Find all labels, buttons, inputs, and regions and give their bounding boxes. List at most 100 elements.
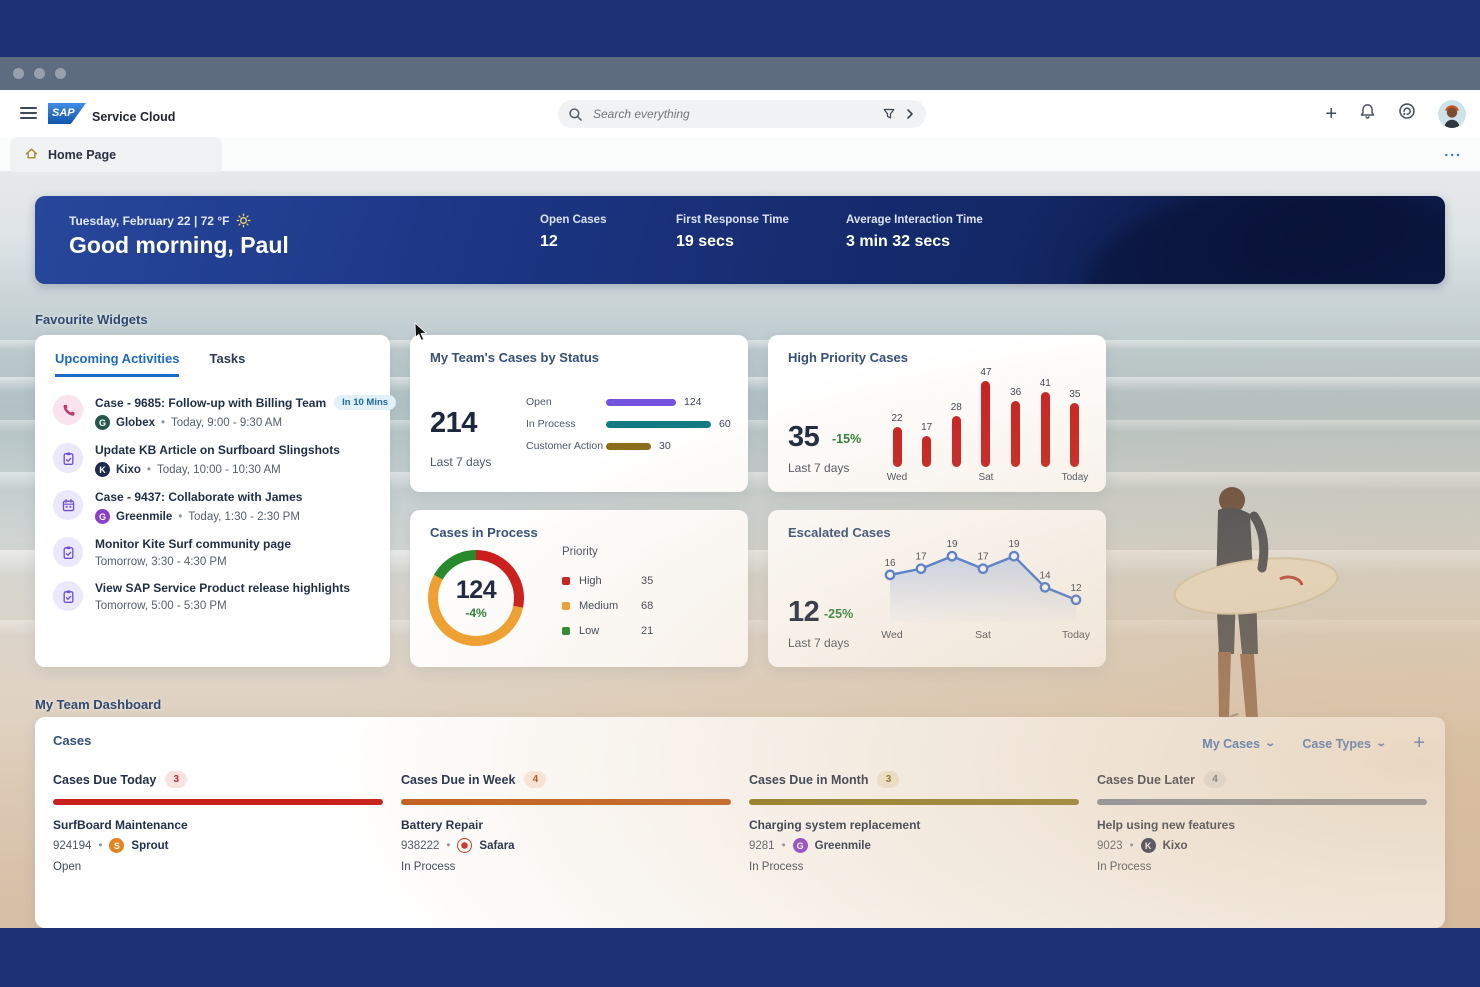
count-badge: 3 xyxy=(165,771,188,788)
total-cases-value: 214 xyxy=(430,407,477,439)
case-name[interactable]: Battery Repair xyxy=(401,818,484,832)
sun-icon xyxy=(236,213,251,228)
high-priority-cases-card: High Priority Cases 35 -15% Last 7 days … xyxy=(768,335,1106,492)
window-close-dot[interactable] xyxy=(13,68,24,79)
svg-text:Today: Today xyxy=(1062,629,1091,641)
column-due-today: Cases Due Today 3 SurfBoard Maintenance 9… xyxy=(53,771,383,873)
count-badge: 3 xyxy=(877,771,900,788)
activity-item[interactable]: View SAP Service Product release highlig… xyxy=(53,581,376,612)
mouse-cursor xyxy=(414,322,427,341)
period-label: Last 7 days xyxy=(788,461,850,475)
browser-titlebar xyxy=(0,0,1480,57)
bar-5: 41 xyxy=(1032,378,1058,485)
separator: • xyxy=(1129,839,1134,852)
activity-item[interactable]: Case - 9685: Follow-up with Billing Team… xyxy=(53,395,397,430)
case-name[interactable]: SurfBoard Maintenance xyxy=(53,818,188,832)
banner-date: Tuesday, February 22 | 72 °F xyxy=(69,213,251,228)
separator: • xyxy=(781,839,786,852)
count-badge: 4 xyxy=(524,771,547,788)
due-later-bar xyxy=(1097,799,1427,805)
case-id: 9281 xyxy=(749,839,775,852)
svg-text:16: 16 xyxy=(884,558,896,569)
due-soon-badge: In 10 Mins xyxy=(334,395,397,410)
org-name: Globex xyxy=(116,416,155,429)
sap-logo[interactable]: SAP xyxy=(48,103,86,124)
case-id: 9023 xyxy=(1097,839,1123,852)
search-bar[interactable] xyxy=(558,100,926,128)
clipboard-icon xyxy=(53,537,83,567)
status-row: Customer Action 30 xyxy=(526,440,671,452)
separator: • xyxy=(160,416,166,429)
tab-overflow-icon[interactable]: ... xyxy=(1444,143,1462,159)
add-case-icon[interactable]: + xyxy=(1413,732,1425,754)
separator: • xyxy=(446,839,451,852)
surfer-photo xyxy=(1173,487,1339,744)
widget-title: Escalated Cases xyxy=(788,525,891,540)
cases-controls: My Cases ⌄ Case Types ⌄ + xyxy=(1202,732,1425,755)
cases-by-status-card: My Team's Cases by Status 214 Last 7 day… xyxy=(410,335,748,492)
svg-text:Sat: Sat xyxy=(975,629,991,641)
due-today-bar xyxy=(53,799,383,805)
clipboard-icon xyxy=(53,581,83,611)
copilot-icon[interactable] xyxy=(1398,102,1416,125)
tab-bar: Home Page ... xyxy=(0,137,1480,172)
phone-icon xyxy=(53,395,83,425)
product-name: Service Cloud xyxy=(92,110,176,124)
chevron-down-icon: ⌄ xyxy=(1264,738,1277,749)
priority-donut-chart: 124 -4% xyxy=(428,550,524,646)
activity-time: Today, 1:30 - 2:30 PM xyxy=(188,510,300,523)
activity-title: Monitor Kite Surf community page xyxy=(95,537,292,551)
count-badge: 4 xyxy=(1203,771,1226,788)
high-priority-value: 35 xyxy=(788,421,820,453)
legend-item-medium: Medium 68 xyxy=(562,593,712,618)
case-status: In Process xyxy=(749,861,804,873)
case-status: Open xyxy=(53,861,82,873)
window-minimize-dot[interactable] xyxy=(34,68,45,79)
activity-item[interactable]: Case - 9437: Collaborate with James G Gr… xyxy=(53,490,376,524)
bar-0: 22 Wed xyxy=(886,413,908,483)
activity-time: Tomorrow, 5:00 - 5:30 PM xyxy=(95,600,227,612)
column-due-week: Cases Due in Week 4 Battery Repair 938222… xyxy=(401,771,731,873)
case-name[interactable]: Charging system replacement xyxy=(749,818,921,832)
tab-upcoming-activities[interactable]: Upcoming Activities xyxy=(55,351,180,377)
activity-item[interactable]: Update KB Article on Surfboard Slingshot… xyxy=(53,443,376,477)
favourite-widgets-heading: Favourite Widgets xyxy=(35,312,148,327)
greenmile-logo-icon: G xyxy=(95,509,110,524)
period-label: Last 7 days xyxy=(788,636,850,650)
activities-tabs: Upcoming Activities Tasks xyxy=(55,351,245,377)
notifications-icon[interactable] xyxy=(1359,103,1376,125)
filter-icon[interactable] xyxy=(882,107,896,121)
delta-badge: -25% xyxy=(824,607,854,621)
kixo-logo-icon: K xyxy=(95,462,110,477)
case-name[interactable]: Help using new features xyxy=(1097,818,1236,832)
menu-icon[interactable] xyxy=(20,107,37,122)
bar-3: 47 Sat xyxy=(978,367,994,483)
escalated-value: 12 xyxy=(788,596,820,628)
app-header: SAP Service Cloud + xyxy=(0,90,1480,137)
activity-title: Case - 9685: Follow-up with Billing Team xyxy=(95,395,327,410)
separator: • xyxy=(98,839,103,852)
sprout-logo-icon: S xyxy=(109,838,125,853)
stat-open-cases: Open Cases 12 xyxy=(540,214,607,250)
calendar-icon xyxy=(53,490,83,520)
window-zoom-dot[interactable] xyxy=(55,68,66,79)
stat-avg-interaction: Average Interaction Time 3 min 32 secs xyxy=(846,214,983,250)
create-icon[interactable]: + xyxy=(1325,102,1337,125)
tab-tasks[interactable]: Tasks xyxy=(209,351,246,366)
widget-title: High Priority Cases xyxy=(788,350,908,365)
tab-home-page[interactable]: Home Page xyxy=(10,137,222,172)
search-icon xyxy=(568,107,583,122)
period-label: Last 7 days xyxy=(430,455,492,469)
activity-item[interactable]: Monitor Kite Surf community page Tomorro… xyxy=(53,537,376,568)
user-avatar[interactable] xyxy=(1438,99,1466,128)
svg-text:17: 17 xyxy=(915,552,927,563)
cases-panel-title: Cases xyxy=(53,733,92,748)
search-input[interactable] xyxy=(591,106,874,122)
my-cases-dropdown[interactable]: My Cases ⌄ xyxy=(1202,736,1277,751)
greeting: Good morning, Paul xyxy=(69,232,289,258)
activities-list: Case - 9685: Follow-up with Billing Team… xyxy=(53,395,397,625)
case-types-dropdown[interactable]: Case Types ⌄ xyxy=(1302,736,1387,751)
stat-first-response: First Response Time 19 secs xyxy=(676,214,789,250)
expand-search-icon[interactable] xyxy=(904,108,916,120)
clipboard-icon xyxy=(53,443,83,473)
